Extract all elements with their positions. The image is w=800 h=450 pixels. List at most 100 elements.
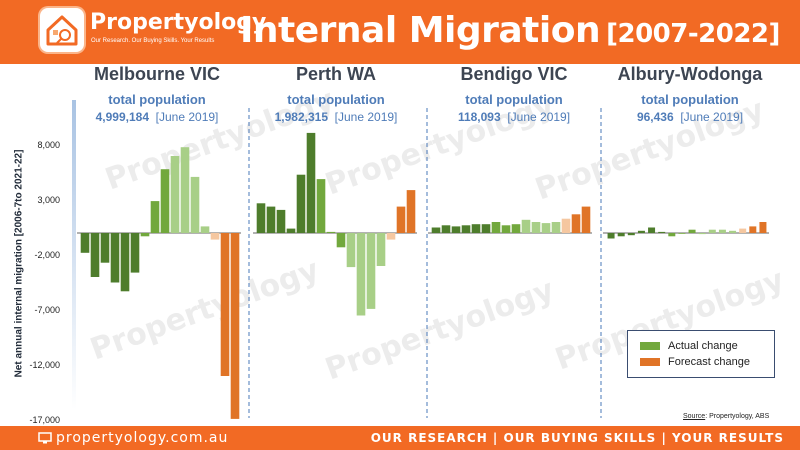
region-title-albury: Albury-Wodonga <box>617 64 763 84</box>
y-tick-label: 3,000 <box>37 195 60 205</box>
total-population-label: total population <box>287 92 385 107</box>
bar <box>190 176 200 233</box>
total-population-label: total population <box>641 92 739 107</box>
bar <box>551 222 561 233</box>
bar <box>276 209 286 233</box>
total-population-label: total population <box>108 92 206 107</box>
bar <box>230 233 240 419</box>
legend-label: Forecast change <box>668 356 750 368</box>
bar <box>441 225 451 233</box>
page-title: Internal Migration [2007-2022] <box>240 10 780 51</box>
legend-swatch-forecast <box>640 358 660 367</box>
bar <box>511 224 521 233</box>
bar <box>607 233 615 239</box>
bar <box>561 218 571 233</box>
bar <box>326 231 336 233</box>
bar <box>110 233 120 283</box>
header-bar: Propertyology Our Research. Our Buying S… <box>0 0 800 64</box>
population-line-melbourne: 4,999,184 [June 2019] <box>67 110 247 124</box>
title-years: [2007-2022] <box>606 19 780 49</box>
bar <box>729 230 737 233</box>
monitor-icon <box>38 432 52 444</box>
bar <box>386 233 396 240</box>
population-value: 96,436 <box>636 110 674 124</box>
population-value: 118,093 <box>457 110 501 124</box>
bar <box>501 225 511 233</box>
bar <box>571 214 581 233</box>
bar <box>406 190 416 233</box>
bar <box>627 233 635 236</box>
legend-label: Actual change <box>668 340 738 352</box>
y-tick-label: 8,000 <box>37 140 60 150</box>
bar <box>617 233 625 237</box>
population-date: [June 2019] <box>334 110 398 124</box>
footer-bar: propertyology.com.au OUR RESEARCH | OUR … <box>0 426 800 450</box>
legend-item-forecast: Forecast change <box>640 356 750 368</box>
brand-tagline: Our Research. Our Buying Skills. Your Re… <box>91 38 215 44</box>
bar <box>256 203 266 233</box>
bar <box>581 206 591 233</box>
region-title-perth: Perth WA <box>295 64 376 84</box>
bar <box>306 132 316 233</box>
bar <box>100 233 110 263</box>
bar <box>481 224 491 233</box>
bar <box>521 219 531 233</box>
bar <box>266 206 276 233</box>
y-tick-label: -7,000 <box>34 305 60 315</box>
population-date: [June 2019] <box>155 110 219 124</box>
bar <box>120 233 130 292</box>
source-note: Source: Propertyology, ABS <box>683 413 769 420</box>
bar <box>759 222 767 233</box>
bar <box>531 222 541 233</box>
brand-name: Propertyology <box>90 10 267 35</box>
population-date: [June 2019] <box>680 110 744 124</box>
bar <box>637 230 645 233</box>
bar <box>658 231 666 233</box>
bar <box>210 233 220 240</box>
house-logo-icon <box>40 8 84 52</box>
y-tick-label: -2,000 <box>34 250 60 260</box>
bar <box>451 226 461 233</box>
bar <box>749 226 757 233</box>
region-title-bendigo: Bendigo VIC <box>460 64 568 84</box>
y-axis-bar <box>72 100 76 410</box>
bar <box>130 233 140 273</box>
population-line-albury: 96,436 [June 2019] <box>600 110 780 124</box>
source-label: Source <box>683 413 706 420</box>
bar <box>200 226 210 233</box>
y-tick-label: -17,000 <box>29 415 60 425</box>
bar <box>140 233 150 237</box>
bar <box>296 174 306 233</box>
bar <box>90 233 100 277</box>
bar <box>718 229 726 233</box>
bar <box>80 233 90 253</box>
total-population-label: total population <box>465 92 563 107</box>
bar <box>286 228 296 233</box>
bar <box>688 229 696 233</box>
bar <box>366 233 376 309</box>
bar <box>316 179 326 233</box>
bar <box>708 229 716 233</box>
bar <box>180 147 190 233</box>
bar <box>376 233 386 266</box>
bar <box>668 233 676 237</box>
bar <box>431 227 441 233</box>
chart-legend: Actual change Forecast change <box>627 330 775 378</box>
footer-website: propertyology.com.au <box>56 430 229 446</box>
population-date: [June 2019] <box>507 110 571 124</box>
bar <box>739 228 747 233</box>
footer-slogan: OUR RESEARCH | OUR BUYING SKILLS | YOUR … <box>370 431 784 445</box>
bar <box>648 227 656 233</box>
population-line-perth: 1,982,315 [June 2019] <box>246 110 426 124</box>
bar <box>160 169 170 233</box>
bar <box>346 233 356 268</box>
bar <box>471 224 481 233</box>
bar <box>356 233 366 316</box>
legend-item-actual: Actual change <box>640 340 738 352</box>
population-value: 4,999,184 <box>95 110 149 124</box>
bar <box>396 206 406 233</box>
legend-swatch-actual <box>640 342 660 351</box>
bar <box>491 222 501 233</box>
